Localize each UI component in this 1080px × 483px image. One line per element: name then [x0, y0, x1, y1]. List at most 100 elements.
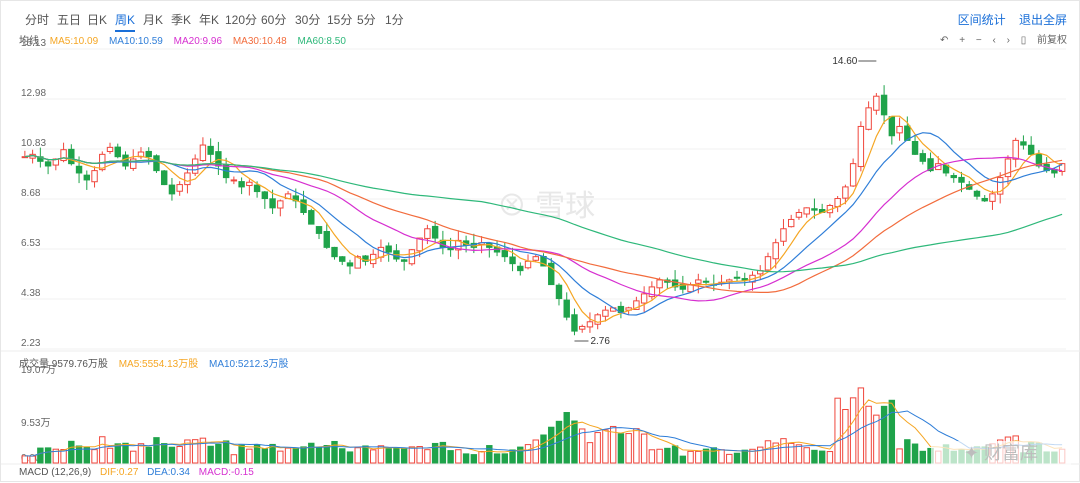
exit-fullscreen-link[interactable]: 退出全屏 — [1018, 13, 1067, 27]
volume-bar — [439, 441, 447, 464]
candle-body — [857, 125, 865, 168]
volume-ma5: MA5:5554.13万股 — [118, 359, 199, 370]
right-icon[interactable]: › — [1006, 35, 1010, 46]
candle-body — [578, 325, 586, 330]
adjust-mode-button[interactable]: 前复权 — [1037, 35, 1067, 46]
watermark-xueqiu: ⊗ 雪球 — [497, 190, 595, 223]
candle-body — [1012, 139, 1019, 160]
volume-bar — [99, 436, 106, 464]
volume-bar — [664, 447, 671, 464]
candle-body — [888, 116, 896, 137]
candle-body — [1058, 163, 1066, 172]
volume-bar — [21, 455, 29, 464]
period-tabs: 分时 五日 日K 周K 月K 季K 年K 120分 60分 30分 15分 5分 1分 — [1, 1, 1080, 35]
volume-bar — [238, 444, 245, 464]
tab-2[interactable]: 日K — [87, 13, 108, 27]
volume-bar — [408, 446, 416, 464]
macd-legend: MACD (12,26,9) DIF:0.27 DEA:0.34 MACD:-0… — [19, 467, 260, 478]
candle-body — [323, 230, 330, 248]
volume-bar — [424, 449, 431, 464]
volume-bar — [904, 439, 911, 464]
ma-label: 均线 — [19, 36, 39, 47]
volume-bar — [880, 405, 888, 464]
volume-bar — [865, 405, 872, 464]
volume-ma10-line — [24, 410, 1063, 457]
volume-bar — [168, 446, 176, 464]
volume-bar — [130, 450, 137, 464]
volume-bar — [764, 440, 772, 464]
tab-4[interactable]: 月K — [143, 13, 164, 27]
volume-bar — [308, 442, 315, 464]
volume-bar — [68, 440, 75, 464]
tab-8[interactable]: 60分 — [261, 13, 287, 27]
candle-body — [656, 279, 663, 289]
candle-body — [555, 284, 563, 300]
left-icon[interactable]: ‹ — [992, 35, 996, 46]
volume-axis-label: 19.07万 — [21, 365, 56, 376]
volume-bar — [633, 428, 640, 464]
price-axis-label: 4.38 — [21, 288, 41, 299]
candle-body — [989, 193, 996, 202]
volume-bar — [315, 447, 323, 464]
candle-body — [927, 158, 934, 172]
volume-axis-label: 9.53万 — [21, 418, 50, 429]
chart-toolbar: ↶ + − ‹ › ▯ 前复权 — [932, 31, 1067, 46]
volume-bar — [300, 446, 307, 464]
ma20-value: MA20:9.96 — [173, 36, 223, 47]
tab-9[interactable]: 30分 — [295, 13, 321, 27]
volume-bar — [52, 448, 60, 464]
volume-bar — [292, 448, 300, 464]
volume-bar — [726, 453, 733, 464]
range-stats-link[interactable]: 区间统计 — [957, 13, 1006, 27]
volume-bar — [37, 447, 44, 464]
candle-body — [702, 280, 710, 283]
candle-body — [772, 242, 779, 260]
price-axis-label: 2.23 — [21, 338, 41, 349]
tab-1[interactable]: 五日 — [57, 13, 82, 27]
tab-11[interactable]: 5分 — [357, 13, 376, 27]
candle-body — [996, 177, 1004, 195]
candle-body — [21, 156, 29, 159]
candle-body — [517, 265, 524, 272]
volume-bar — [625, 433, 632, 464]
candle-body — [277, 200, 284, 209]
tab-7[interactable]: 120分 — [225, 13, 258, 27]
volume-bar — [431, 442, 439, 464]
volume-bar — [385, 448, 392, 464]
candle-body — [238, 181, 245, 188]
volume-bar — [517, 446, 524, 464]
volume-value: 成交量 9579.76万股 — [19, 359, 108, 370]
tab-12[interactable]: 1分 — [385, 13, 404, 27]
tab-10[interactable]: 15分 — [327, 13, 353, 27]
volume-bar — [757, 446, 764, 464]
tab-0[interactable]: 分时 — [25, 13, 50, 27]
candle-body — [571, 314, 578, 332]
candle-body — [811, 208, 818, 211]
candle-body — [764, 256, 772, 271]
candle-body — [269, 198, 276, 209]
volume-bar — [741, 449, 748, 464]
plus-icon[interactable]: + — [959, 35, 966, 46]
tab-6[interactable]: 年K — [199, 13, 220, 27]
tab-5[interactable]: 季K — [171, 13, 192, 27]
price-axis-label: 10.83 — [21, 138, 46, 149]
minus-icon[interactable]: − — [975, 35, 982, 46]
candle-body — [44, 161, 52, 167]
volume-bar — [501, 453, 509, 464]
corner-watermark-bg — [931, 441, 1071, 465]
tab-3[interactable]: 周K — [115, 11, 136, 32]
candle-body — [60, 149, 67, 162]
volume-ma10: MA10:5212.3万股 — [209, 359, 289, 370]
volume-bar — [540, 434, 547, 464]
candle-body — [733, 276, 741, 279]
volume-bar — [787, 442, 795, 464]
bulb-icon[interactable]: ▯ — [1020, 35, 1027, 46]
volume-bar — [377, 445, 385, 464]
volume-bar — [594, 432, 601, 464]
volume-bar — [470, 454, 478, 464]
undo-icon[interactable]: ↶ — [940, 35, 949, 46]
top-links: 区间统计 退出全屏 — [948, 11, 1067, 28]
volume-bar — [191, 439, 199, 464]
